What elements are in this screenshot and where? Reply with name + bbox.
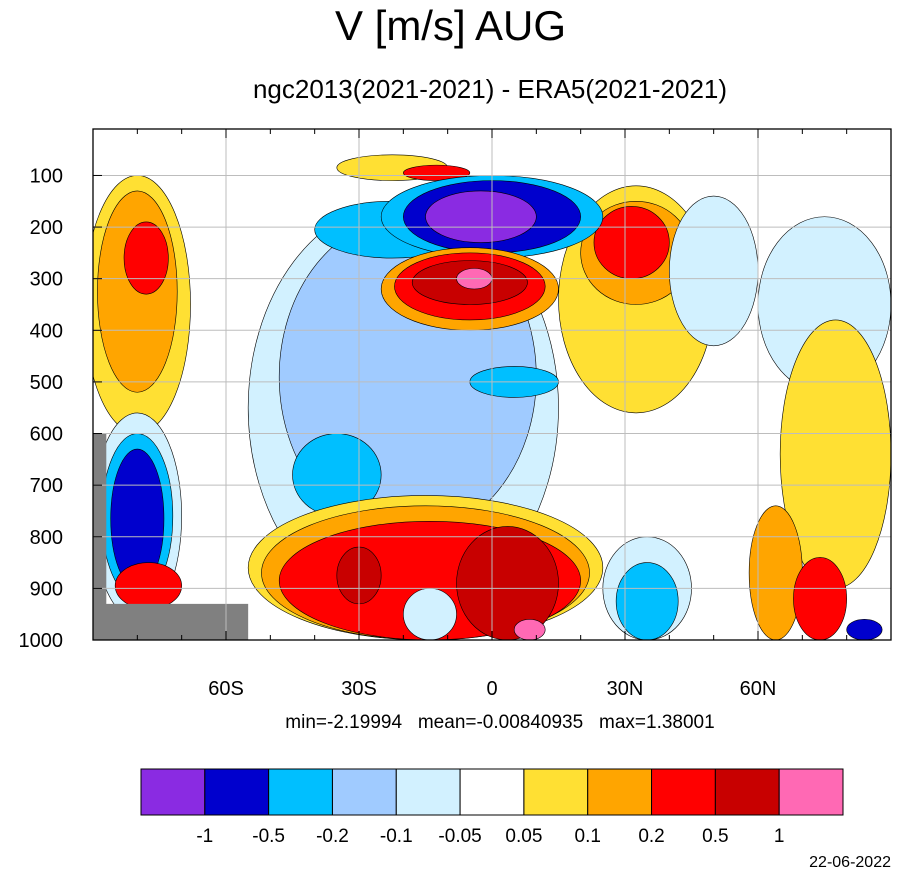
x-tick-label: 60N (740, 678, 777, 700)
colorbar-swatch (268, 768, 333, 816)
contour-field (93, 129, 891, 640)
contour-region (793, 557, 847, 640)
y-tick-label: 400 (30, 320, 63, 342)
axis-ticks: 60S 30S 0 30N 60N 100 200 300 400 500 600 700 800 900… (19, 129, 848, 700)
x-tick-label: 30S (341, 678, 377, 700)
y-tick-label: 600 (30, 424, 63, 446)
colorbar-label: 0.1 (575, 826, 601, 847)
colorbar-swatch (587, 768, 653, 816)
colorbar-swatch (714, 768, 780, 816)
y-tick-label: 700 (30, 475, 63, 497)
chart-subtitle: ngc2013(2021-2021) - ERA5(2021-2021) (252, 74, 728, 104)
y-tick-label: 800 (30, 527, 63, 549)
stats-line: min=-2.19994 mean=-0.00840935 max=1.3800… (285, 712, 715, 733)
contour-region (123, 221, 169, 295)
x-tick-label: 30N (607, 678, 644, 700)
colorbar-label: 0.5 (702, 826, 728, 847)
colorbar: -1 -0.5 -0.2 -0.1 -0.05 0.05 0.1 0.2 0.5 1 (140, 768, 844, 847)
colorbar-swatch (778, 768, 844, 816)
colorbar-label: -0.1 (380, 826, 413, 847)
x-tick-label: 0 (486, 678, 497, 700)
contour-region (513, 619, 546, 640)
colorbar-label: 1 (774, 826, 785, 847)
colorbar-label: 0.05 (505, 826, 542, 847)
contour-region (456, 526, 559, 640)
y-tick-label: 1000 (19, 630, 64, 652)
y-tick-label: 100 (30, 165, 63, 187)
y-tick-label: 300 (30, 269, 63, 291)
contour-region (403, 588, 457, 640)
colorbar-swatch (651, 768, 716, 816)
y-tick-label: 900 (30, 578, 63, 600)
contour-region (114, 562, 182, 610)
contour-region (669, 195, 759, 347)
colorbar-swatch (204, 768, 270, 816)
colorbar-label: -1 (196, 826, 213, 847)
contour-region (846, 619, 883, 640)
orography-mask (93, 433, 249, 640)
chart-title: V [m/s] AUG (334, 2, 567, 49)
colorbar-label: 0.2 (638, 826, 664, 847)
colorbar-swatch (523, 768, 589, 816)
colorbar-label: -0.2 (316, 826, 349, 847)
x-tick-label: 60S (208, 678, 244, 700)
contour-region (748, 505, 803, 640)
contour-region (425, 190, 537, 243)
contour-region (615, 562, 679, 640)
colorbar-label: -0.05 (438, 826, 481, 847)
grid-lines (93, 129, 891, 641)
colorbar-swatch (140, 768, 206, 816)
contour-region (593, 206, 670, 279)
colorbar-swatch (395, 768, 461, 816)
colorbar-swatch (459, 768, 525, 816)
colorbar-swatch (331, 768, 397, 816)
colorbar-label: -0.5 (252, 826, 285, 847)
date-label: 22-06-2022 (809, 854, 891, 871)
y-tick-label: 200 (30, 217, 63, 239)
y-tick-label: 500 (30, 372, 63, 394)
